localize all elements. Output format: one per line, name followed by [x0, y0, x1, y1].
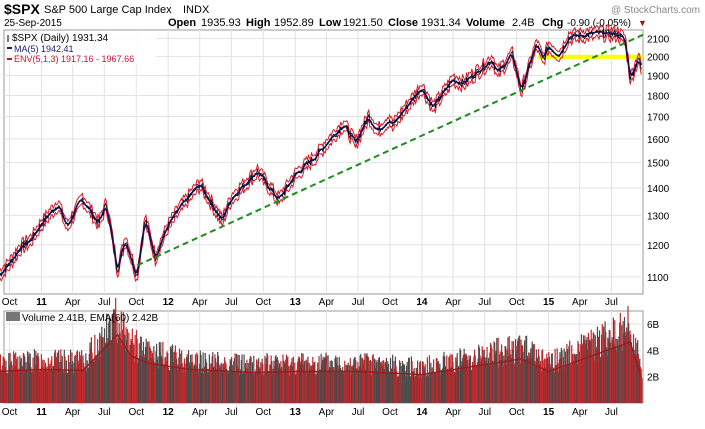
price-legend: $SPX (Daily) 1931.34 MA(5) 1942.41 ENV(5…	[6, 31, 156, 65]
y-tick-label: 1100	[647, 273, 669, 284]
x-tick-label: 11	[36, 407, 47, 418]
down-arrow-icon: ▼	[638, 18, 647, 28]
high-value: 1952.89	[274, 17, 314, 29]
x-tick-label: Jul	[98, 407, 111, 418]
y-tick-label: 2B	[647, 373, 660, 384]
y-tick-label: 4B	[647, 346, 660, 357]
volume-legend-text: Volume 2.41B, EMA(60) 2.42B	[22, 313, 159, 324]
x-tick-label: 14	[416, 407, 428, 418]
symbol-label: $SPX	[4, 1, 40, 17]
x-tick-label: Apr	[319, 407, 335, 418]
x-tick-label: 13	[290, 297, 302, 308]
x-tick-label: Oct	[2, 407, 18, 418]
x-tick-label: Apr	[319, 297, 335, 308]
x-tick-label: Apr	[192, 297, 208, 308]
volume-y-axis: 2B 4B 6B	[647, 320, 660, 384]
legend-price: $SPX (Daily) 1931.34	[12, 33, 109, 44]
x-tick-label: Oct	[128, 297, 144, 308]
volume-legend: Volume 2.41B, EMA(60) 2.42B	[6, 312, 159, 324]
watermark: @ StockCharts.com	[611, 5, 700, 16]
close-label: Close	[388, 17, 418, 29]
chg-value: -0.90 (-0.05%)	[567, 18, 631, 29]
volume-value: 2.4B	[512, 17, 535, 29]
x-tick-label: Oct	[2, 297, 18, 308]
x-tick-label: Jul	[225, 407, 238, 418]
volume-legend-icon	[6, 312, 20, 321]
y-tick-label: 6B	[647, 320, 660, 331]
x-tick-label: Oct	[509, 297, 525, 308]
open-value: 1935.93	[201, 17, 241, 29]
price-panel	[4, 30, 643, 294]
open-label: Open	[168, 17, 196, 29]
low-label: Low	[319, 17, 341, 29]
price-y-axis: 1100 1200 1300 1400 1500 1600 1700 1800 1900 2000…	[647, 35, 670, 284]
y-tick-label: 1800	[647, 91, 670, 102]
x-tick-label: Apr	[192, 407, 208, 418]
x-tick-label: Apr	[445, 407, 461, 418]
volume-x-axis: Oct 11 Apr Jul Oct 12 Apr Jul Oct 13 Apr Jul Oct 14 Ap…	[2, 407, 618, 418]
y-tick-label: 1900	[647, 72, 670, 83]
legend-ma: MA(5) 1942.41	[14, 44, 74, 54]
x-tick-label: Jul	[225, 297, 238, 308]
y-tick-label: 1600	[647, 135, 670, 146]
x-tick-label: 15	[543, 407, 555, 418]
date-label: 25-Sep-2015	[4, 18, 62, 29]
index-name: S&P 500 Large Cap Index	[44, 4, 172, 16]
y-tick-label: 1300	[647, 211, 670, 222]
y-tick-label: 1200	[647, 241, 670, 252]
x-tick-label: Oct	[128, 407, 144, 418]
volume-label: Volume	[466, 17, 505, 29]
x-tick-label: Oct	[255, 407, 271, 418]
low-value: 1921.50	[343, 17, 383, 29]
x-tick-label: Jul	[478, 407, 491, 418]
x-tick-label: Oct	[382, 407, 398, 418]
close-value: 1931.34	[421, 17, 461, 29]
y-tick-label: 1700	[647, 113, 670, 124]
y-tick-label: 2100	[647, 35, 670, 46]
x-tick-label: Jul	[605, 297, 618, 308]
price-x-axis: Oct 11 Apr Jul Oct 12 Apr Jul Oct 13 Apr Jul Oct 14 Ap…	[2, 297, 618, 308]
x-tick-label: 13	[290, 407, 302, 418]
x-tick-label: 12	[163, 407, 175, 418]
x-tick-label: Jul	[352, 407, 365, 418]
x-tick-label: Oct	[382, 297, 398, 308]
y-tick-label: 1500	[647, 159, 670, 170]
x-tick-label: Apr	[572, 407, 588, 418]
chg-label: Chg	[542, 17, 563, 29]
x-tick-label: Jul	[98, 297, 111, 308]
x-tick-label: Jul	[478, 297, 491, 308]
x-tick-label: Jul	[605, 407, 618, 418]
x-tick-label: Apr	[445, 297, 461, 308]
x-tick-label: Apr	[65, 407, 81, 418]
volume-bar	[641, 378, 642, 403]
x-tick-label: Oct	[509, 407, 525, 418]
x-tick-label: 15	[543, 297, 555, 308]
x-tick-label: 14	[416, 297, 428, 308]
x-tick-label: Oct	[255, 297, 271, 308]
legend-env: ENV(5,1,3) 1917.16 - 1967.66	[14, 54, 134, 64]
exchange-label: INDX	[183, 4, 210, 16]
high-label: High	[246, 17, 271, 29]
y-tick-label: 2000	[647, 53, 670, 64]
y-tick-label: 1400	[647, 184, 670, 195]
x-tick-label: 11	[36, 297, 47, 308]
x-tick-label: Apr	[572, 297, 588, 308]
x-tick-label: 12	[163, 297, 175, 308]
x-tick-label: Apr	[65, 297, 81, 308]
x-tick-label: Jul	[352, 297, 365, 308]
